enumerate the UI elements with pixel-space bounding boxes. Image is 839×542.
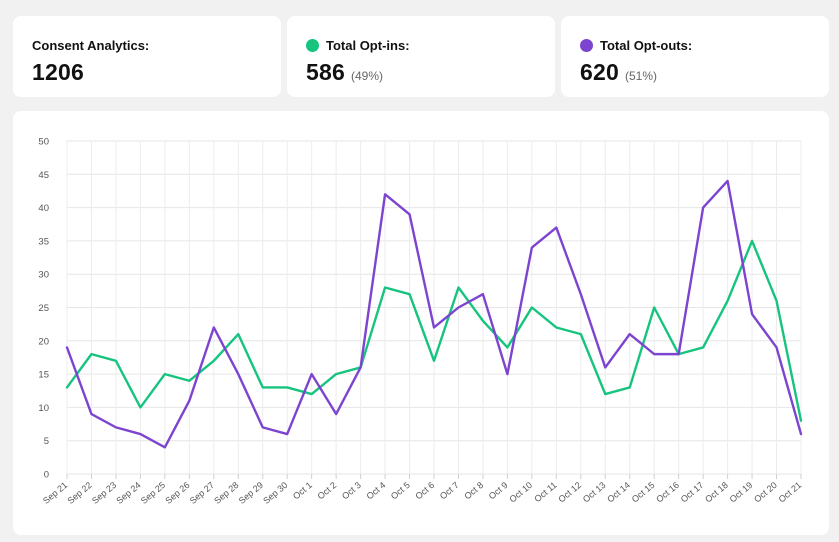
x-tick-label: Oct 10 <box>507 480 534 505</box>
x-tick-label: Sep 24 <box>114 480 142 506</box>
x-tick-label: Sep 23 <box>90 480 118 506</box>
optins-label: Total Opt-ins: <box>326 37 410 53</box>
x-tick-label: Oct 6 <box>413 480 436 501</box>
x-tick-label: Oct 3 <box>340 480 363 501</box>
x-tick-label: Sep 29 <box>237 480 265 506</box>
x-tick-label: Oct 20 <box>752 480 779 505</box>
x-tick-label: Sep 22 <box>65 480 93 506</box>
total-consents-card: Consent Analytics: 1206 <box>13 16 281 97</box>
x-tick-label: Oct 12 <box>556 480 583 505</box>
x-tick-label: Oct 16 <box>654 480 681 505</box>
x-tick-label: Oct 4 <box>364 480 387 501</box>
y-tick-label: 40 <box>38 203 49 214</box>
y-tick-label: 30 <box>38 270 49 281</box>
x-tick-label: Sep 26 <box>163 480 191 506</box>
x-tick-label: Oct 1 <box>291 480 314 501</box>
x-tick-label: Sep 30 <box>261 480 289 506</box>
optouts-series-line <box>65 179 803 449</box>
optouts-label: Total Opt-outs: <box>600 37 693 53</box>
y-tick-label: 25 <box>38 303 49 314</box>
x-tick-label: Sep 28 <box>212 480 240 506</box>
y-tick-label: 15 <box>38 370 49 381</box>
optouts-percent: (51%) <box>624 69 657 83</box>
optins-card: Total Opt-ins: 586 (49%) <box>287 16 555 97</box>
y-tick-label: 35 <box>38 236 49 247</box>
consent-chart-card: 0 5 10 15 20 25 30 35 40 45 50 Sep 21 Sep 22 Sep 23 Se… <box>13 111 829 535</box>
x-tick-label: Sep 27 <box>188 480 216 506</box>
optouts-card: Total Opt-outs: 620 (51%) <box>561 16 829 97</box>
optins-percent: (49%) <box>350 69 383 83</box>
y-tick-label: 20 <box>38 336 49 347</box>
x-tick-label: Oct 13 <box>581 480 608 505</box>
x-tick-label: Oct 18 <box>703 480 730 505</box>
x-tick-label: Oct 11 <box>532 480 558 504</box>
x-tick-label: Oct 14 <box>605 480 632 505</box>
total-consents-label: Consent Analytics: <box>32 37 150 53</box>
y-tick-label: 0 <box>44 470 49 481</box>
optins-dot-icon <box>306 38 319 52</box>
y-tick-label: 10 <box>38 403 49 414</box>
x-tick-label: Oct 17 <box>679 480 706 505</box>
x-tick-label: Oct 8 <box>462 480 485 501</box>
optouts-value: 620 <box>580 59 619 85</box>
y-tick-label: 5 <box>44 436 49 447</box>
x-tick-label: Oct 5 <box>389 480 412 501</box>
x-tick-label: Oct 15 <box>630 480 657 505</box>
x-tick-label: Sep 25 <box>139 480 167 506</box>
total-consents-value: 1206 <box>32 59 84 85</box>
optins-value: 586 <box>306 59 345 85</box>
x-tick-label: Oct 7 <box>438 480 461 501</box>
y-tick-label: 45 <box>38 170 49 181</box>
x-tick-label: Sep 21 <box>41 480 69 506</box>
x-tick-label: Oct 9 <box>487 480 510 501</box>
x-tick-label: Oct 21 <box>777 480 804 505</box>
y-tick-label: 50 <box>38 137 49 148</box>
x-tick-label: Oct 19 <box>728 480 755 505</box>
x-tick-label: Oct 2 <box>316 480 339 501</box>
optouts-dot-icon <box>580 38 593 52</box>
